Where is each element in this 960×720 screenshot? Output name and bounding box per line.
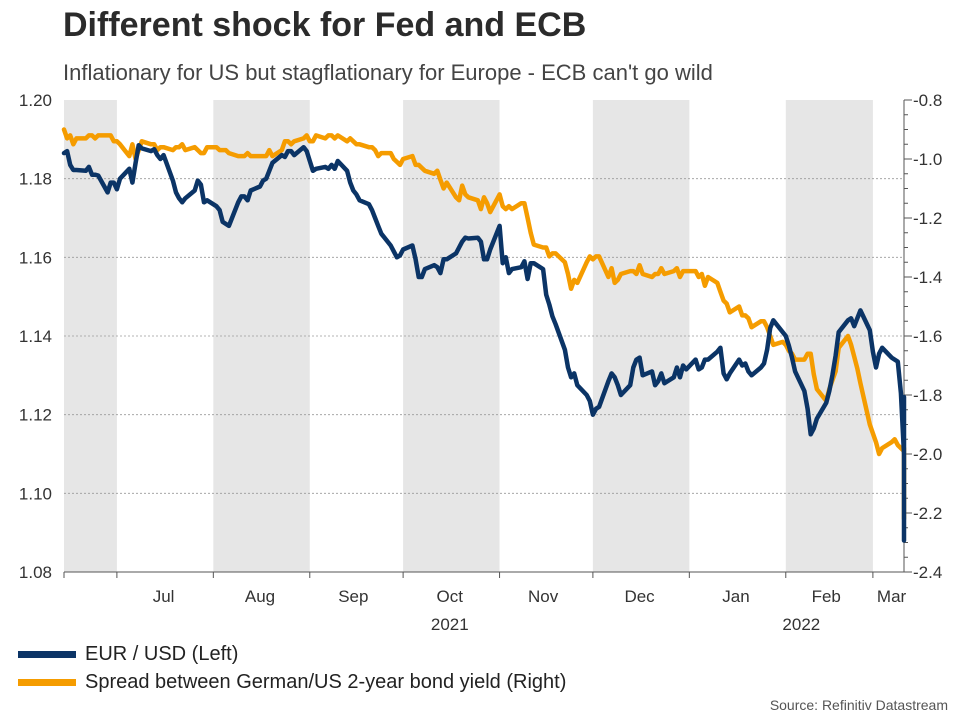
x-month-label: Oct xyxy=(437,587,464,606)
series-line-spread xyxy=(61,127,907,522)
y-left-tick-label: 1.20 xyxy=(19,91,52,110)
x-year-label: 2022 xyxy=(782,615,820,634)
y-right-tick-label: -2.2 xyxy=(913,504,942,523)
x-month-label: Jan xyxy=(722,587,749,606)
x-month-label: Aug xyxy=(245,587,275,606)
month-shade-band-2 xyxy=(403,100,500,572)
y-left-tick-label: 1.16 xyxy=(19,248,52,267)
chart-subtitle: Inflationary for US but stagflationary f… xyxy=(63,60,713,85)
x-month-label: Nov xyxy=(528,587,559,606)
legend-label-eurusd: EUR / USD (Left) xyxy=(85,642,239,665)
y-left-tick-label: 1.18 xyxy=(19,170,52,189)
chart-legend: EUR / USD (Left) Spread between German/U… xyxy=(18,640,566,696)
series-line-eurusd xyxy=(61,142,907,543)
x-month-label: Mar xyxy=(877,587,907,606)
y-right-tick-label: -1.4 xyxy=(913,268,942,287)
y-right-tick-label: -1.8 xyxy=(913,386,942,405)
y-right-tick-label: -2.0 xyxy=(913,445,942,464)
y-right-tick-label: -1.2 xyxy=(913,209,942,228)
y-right-tick-label: -1.6 xyxy=(913,327,942,346)
y-left-tick-label: 1.08 xyxy=(19,563,52,582)
x-month-label: Sep xyxy=(338,587,368,606)
x-year-label: 2021 xyxy=(431,615,469,634)
x-month-label: Jul xyxy=(153,587,175,606)
y-right-tick-label: -2.4 xyxy=(913,563,942,582)
x-month-label: Dec xyxy=(624,587,655,606)
y-left-tick-label: 1.10 xyxy=(19,484,52,503)
legend-item-eurusd: EUR / USD (Left) xyxy=(18,640,566,668)
legend-label-spread: Spread between German/US 2-year bond yie… xyxy=(85,670,567,693)
chart-title: Different shock for Fed and ECB xyxy=(63,6,587,44)
x-month-label: Feb xyxy=(812,587,841,606)
y-right-tick-label: -0.8 xyxy=(913,91,942,110)
legend-swatch-spread xyxy=(18,678,76,686)
y-right-tick-label: -1.0 xyxy=(913,150,942,169)
y-left-tick-label: 1.12 xyxy=(19,406,52,425)
y-left-tick-label: 1.14 xyxy=(19,327,52,346)
legend-swatch-eurusd xyxy=(18,650,76,658)
source-note: Source: Refinitiv Datastream xyxy=(769,697,948,713)
legend-item-spread: Spread between German/US 2-year bond yie… xyxy=(18,668,566,696)
